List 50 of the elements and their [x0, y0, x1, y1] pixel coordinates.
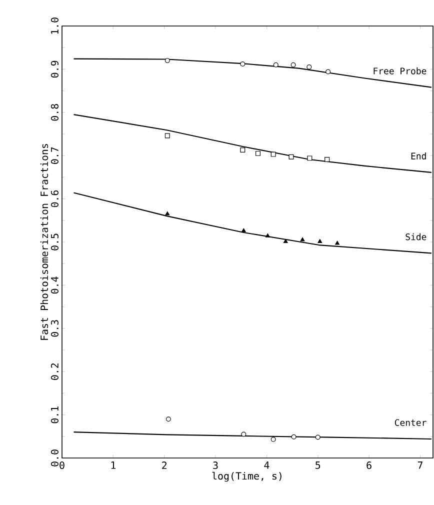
point — [326, 69, 331, 74]
x-tick-label: 0 — [60, 462, 64, 470]
series-label: End — [411, 152, 426, 160]
point — [291, 434, 296, 440]
y-tick-label: 0.9 — [50, 60, 58, 78]
point — [300, 237, 305, 242]
point — [307, 156, 312, 161]
point — [290, 62, 296, 68]
point — [318, 239, 322, 243]
point — [283, 239, 288, 243]
x-tick-label: 3 — [213, 462, 218, 470]
point — [306, 64, 312, 70]
point — [241, 432, 246, 437]
point — [270, 152, 276, 157]
x-tick-label: 4 — [264, 462, 270, 469]
y-tick-label: 0.3 — [50, 320, 58, 337]
point — [273, 62, 278, 68]
x-tick-label: 7 — [418, 462, 422, 469]
point — [240, 62, 246, 67]
point — [315, 434, 320, 440]
y-tick-label: 0.2 — [50, 363, 58, 380]
x-tick-label: 5 — [316, 462, 320, 469]
y-tick-label: 0.6 — [50, 190, 58, 208]
point — [166, 416, 171, 422]
x-tick-label: 6 — [366, 462, 372, 470]
point — [256, 150, 260, 156]
x-tick-label: 2 — [162, 462, 167, 469]
x-axis-title: log(Time, s) — [212, 472, 282, 482]
y-axis-title: Fast Photoisomerization Fractions — [40, 144, 48, 340]
point — [240, 147, 246, 152]
point — [241, 228, 246, 232]
point — [324, 156, 330, 162]
point — [335, 240, 340, 245]
series-label: Side — [406, 233, 426, 240]
y-tick-label: 0.7 — [50, 147, 58, 164]
y-tick-label: 0.8 — [50, 104, 58, 121]
point — [288, 154, 294, 160]
series-label: Free Probe — [374, 67, 426, 74]
point — [266, 233, 270, 238]
y-tick-label: 0.4 — [50, 276, 58, 294]
point — [164, 133, 170, 138]
y-tick-label: 0.5 — [50, 234, 58, 250]
y-tick-label: 1.0 — [50, 18, 58, 34]
x-tick-label: 1 — [111, 462, 116, 469]
y-tick-label: 0.1 — [50, 406, 58, 424]
point — [270, 436, 276, 442]
point — [164, 58, 170, 64]
point — [165, 211, 170, 216]
series-label: Center — [394, 419, 426, 426]
y-tick-label: 0.0 — [50, 450, 58, 466]
